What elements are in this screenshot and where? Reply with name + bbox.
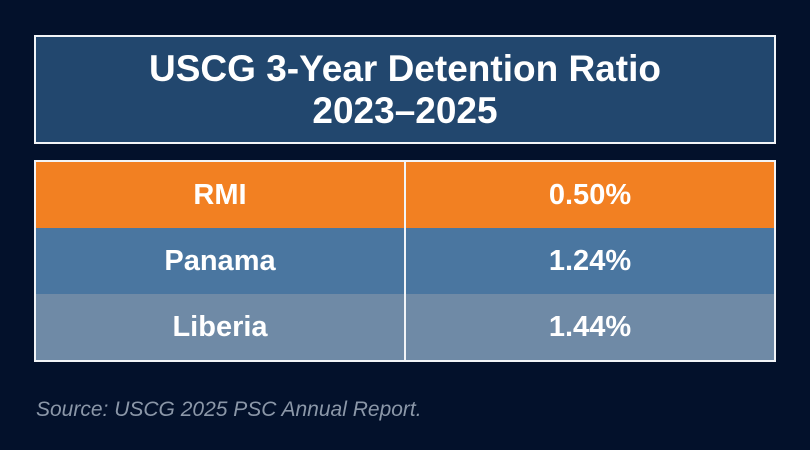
ratio-value-cell: 0.50% [548, 178, 632, 211]
detention-ratio-table: RMI 0.50% Panama 1.24% Liberia 1.44% [34, 160, 776, 362]
ratio-value-cell: 1.44% [548, 310, 632, 343]
table-row-panama: Panama 1.24% [36, 228, 774, 294]
source-note: Source: USCG 2025 PSC Annual Report. [36, 398, 422, 421]
table-row-rmi: RMI 0.50% [36, 162, 774, 228]
ratio-value-cell: 1.24% [548, 244, 632, 277]
flag-name-cell: Liberia [36, 294, 406, 360]
chart-title-line-1: USCG 3-Year Detention Ratio [149, 47, 661, 89]
chart-title-box: USCG 3-Year Detention Ratio 2023–2025 [34, 35, 776, 144]
table-row-liberia: Liberia 1.44% [36, 294, 774, 360]
chart-title-line-2: 2023–2025 [312, 89, 498, 131]
flag-name-cell: Panama [36, 228, 406, 294]
flag-name-cell: RMI [36, 162, 406, 228]
